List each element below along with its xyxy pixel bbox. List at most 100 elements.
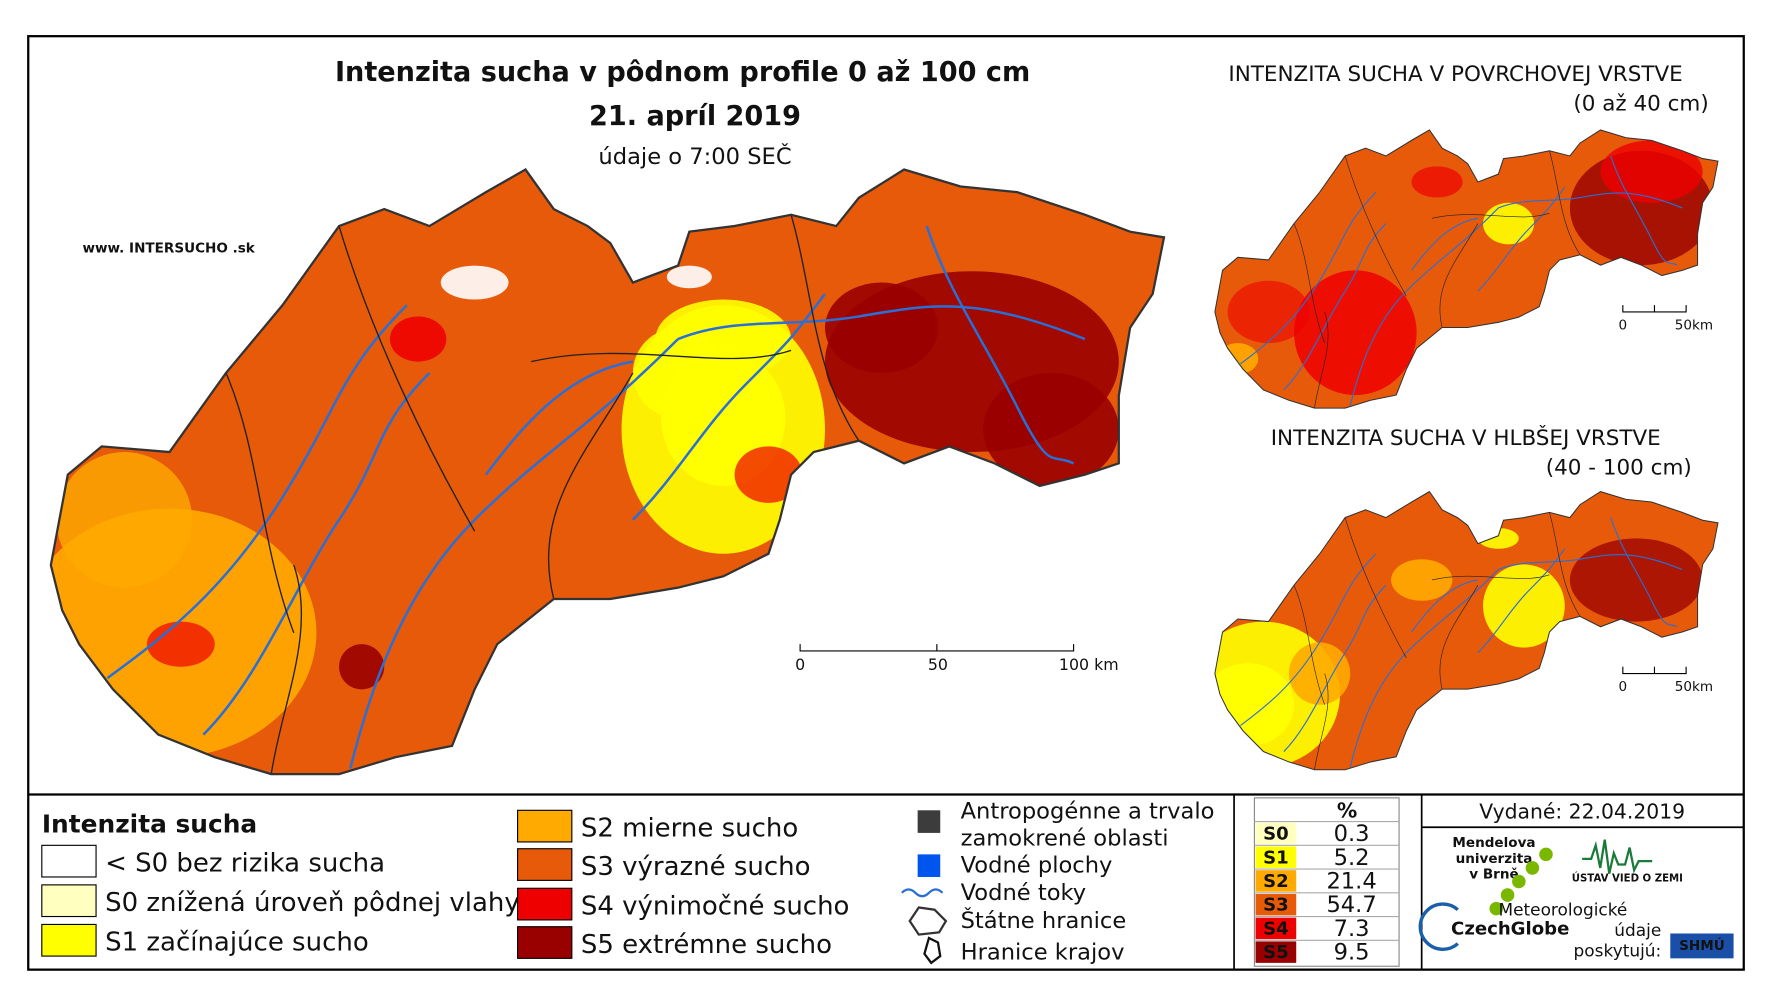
legend-swatch bbox=[41, 884, 97, 918]
drought-area bbox=[666, 265, 712, 289]
drought-area bbox=[734, 446, 803, 503]
footer: Vydané: 22.04.2019 Mendelovauniverzitav … bbox=[1418, 799, 1734, 960]
scale-label: 0 bbox=[795, 655, 805, 674]
region-border bbox=[1549, 150, 1581, 255]
drought-area bbox=[1569, 538, 1703, 622]
map-date: 21. apríl 2019 bbox=[589, 101, 801, 132]
legend-label: < S0 bez rizika sucha bbox=[105, 848, 385, 878]
drought-area bbox=[1294, 270, 1417, 396]
river bbox=[349, 338, 679, 769]
class-cell bbox=[1255, 822, 1297, 845]
table-border bbox=[1253, 797, 1400, 967]
river bbox=[1283, 223, 1387, 391]
legend-label: Antropogénne a trvalo bbox=[961, 798, 1215, 824]
legend-label: Vodné toky bbox=[961, 880, 1087, 906]
main-map bbox=[49, 168, 1166, 776]
logo-text: Mendelova bbox=[1452, 835, 1535, 851]
river bbox=[1283, 584, 1387, 752]
percent-value: 7.3 bbox=[1334, 916, 1370, 942]
region-border bbox=[1439, 585, 1479, 690]
river bbox=[1349, 207, 1499, 406]
legend-label: Hranice krajov bbox=[961, 940, 1125, 966]
region-border bbox=[548, 372, 634, 600]
region-border bbox=[1293, 223, 1325, 344]
legend-label: Vodné plochy bbox=[961, 853, 1113, 879]
region-border bbox=[531, 349, 792, 363]
region-border bbox=[1549, 512, 1581, 617]
river bbox=[631, 293, 826, 521]
legend-label: S0 znížená úroveň pôdnej vlahy bbox=[105, 888, 520, 918]
river bbox=[484, 360, 634, 476]
drought-area bbox=[56, 452, 193, 588]
scale-bars: 0 50 100 km 0 50km 0 50km bbox=[795, 305, 1713, 695]
drought-area bbox=[1483, 564, 1565, 648]
percent-value: 0.3 bbox=[1334, 821, 1370, 847]
legend: Intenzita sucha < S0 bez rizika sucha S0 … bbox=[41, 798, 1215, 966]
map-title: Intenzita sucha v pôdnom profile 0 až 10… bbox=[335, 57, 1030, 88]
river bbox=[1477, 548, 1566, 654]
region-border bbox=[1293, 585, 1325, 705]
drought-areas bbox=[1217, 140, 1713, 396]
legend-swatch bbox=[41, 923, 97, 957]
scale-label: 50km bbox=[1675, 317, 1713, 333]
river bbox=[202, 372, 431, 736]
scale-bar bbox=[799, 644, 1075, 652]
scale-label: 100 km bbox=[1059, 655, 1119, 674]
river bbox=[1610, 155, 1678, 266]
logo-text: SHMÚ bbox=[1679, 936, 1725, 954]
region-border bbox=[1344, 517, 1407, 659]
class-cell bbox=[1255, 941, 1297, 963]
river bbox=[1240, 191, 1377, 365]
region-border bbox=[1314, 673, 1329, 770]
region-border bbox=[1431, 212, 1550, 219]
drought-area bbox=[824, 282, 938, 373]
legend-swatch bbox=[517, 809, 573, 843]
drought-area bbox=[1600, 140, 1703, 203]
drought-area bbox=[1483, 202, 1535, 245]
legend-label: S1 začínajúce sucho bbox=[105, 928, 369, 958]
inset-title: INTENZITA SUCHA V HLBŠEJ VRSTVE bbox=[1271, 425, 1661, 451]
percent-value: 21.4 bbox=[1326, 868, 1376, 894]
issued-date: Vydané: 22.04.2019 bbox=[1479, 799, 1685, 823]
table-header: % bbox=[1337, 798, 1357, 822]
drought-area bbox=[1288, 642, 1351, 705]
legend-label: S5 extrémne sucho bbox=[581, 930, 832, 960]
scale-bar bbox=[1622, 666, 1687, 675]
meteo-text: poskytujú: bbox=[1574, 940, 1662, 960]
logo-dot bbox=[1500, 888, 1515, 902]
website: www. INTERSUCHO .sk bbox=[82, 241, 255, 257]
meteo-text: Meteorologické bbox=[1498, 900, 1627, 920]
legend-swatch bbox=[517, 926, 573, 959]
inset-title: INTENZITA SUCHA V POVRCHOVEJ VRSTVE bbox=[1228, 62, 1682, 87]
river bbox=[1498, 192, 1683, 209]
drought-area bbox=[146, 621, 215, 667]
river bbox=[1349, 569, 1499, 768]
legend-label: S3 výrazné sucho bbox=[581, 852, 811, 882]
region-border bbox=[1439, 223, 1479, 328]
logo-dot bbox=[1525, 861, 1540, 875]
drought-area bbox=[1411, 166, 1463, 198]
map-subtitle: údaje o 7:00 SEČ bbox=[598, 142, 791, 170]
river bbox=[106, 304, 408, 680]
legend-label: zamokrené oblasti bbox=[961, 826, 1169, 852]
legend-swatch bbox=[517, 848, 573, 881]
scale-bar bbox=[1622, 305, 1687, 313]
class-code: S1 bbox=[1263, 847, 1289, 868]
class-code: S5 bbox=[1263, 942, 1289, 963]
legend-symbol bbox=[917, 854, 941, 877]
logo-text: univerzita bbox=[1456, 851, 1533, 867]
legend-label: Štátne hranice bbox=[961, 906, 1127, 934]
drought-area bbox=[1227, 280, 1310, 344]
river bbox=[1498, 553, 1683, 571]
river bbox=[1477, 186, 1566, 292]
logo-dot bbox=[1489, 901, 1504, 916]
scale-label: 0 bbox=[1619, 679, 1628, 695]
drought-area bbox=[983, 372, 1119, 486]
class-cell bbox=[1255, 917, 1297, 940]
legend-label: S4 výnimočné sucho bbox=[581, 891, 850, 921]
logo-arc bbox=[1418, 902, 1459, 951]
legend-symbol bbox=[917, 810, 941, 833]
drought-area bbox=[339, 644, 385, 690]
inset-subtitle: (0 až 40 cm) bbox=[1573, 91, 1708, 116]
